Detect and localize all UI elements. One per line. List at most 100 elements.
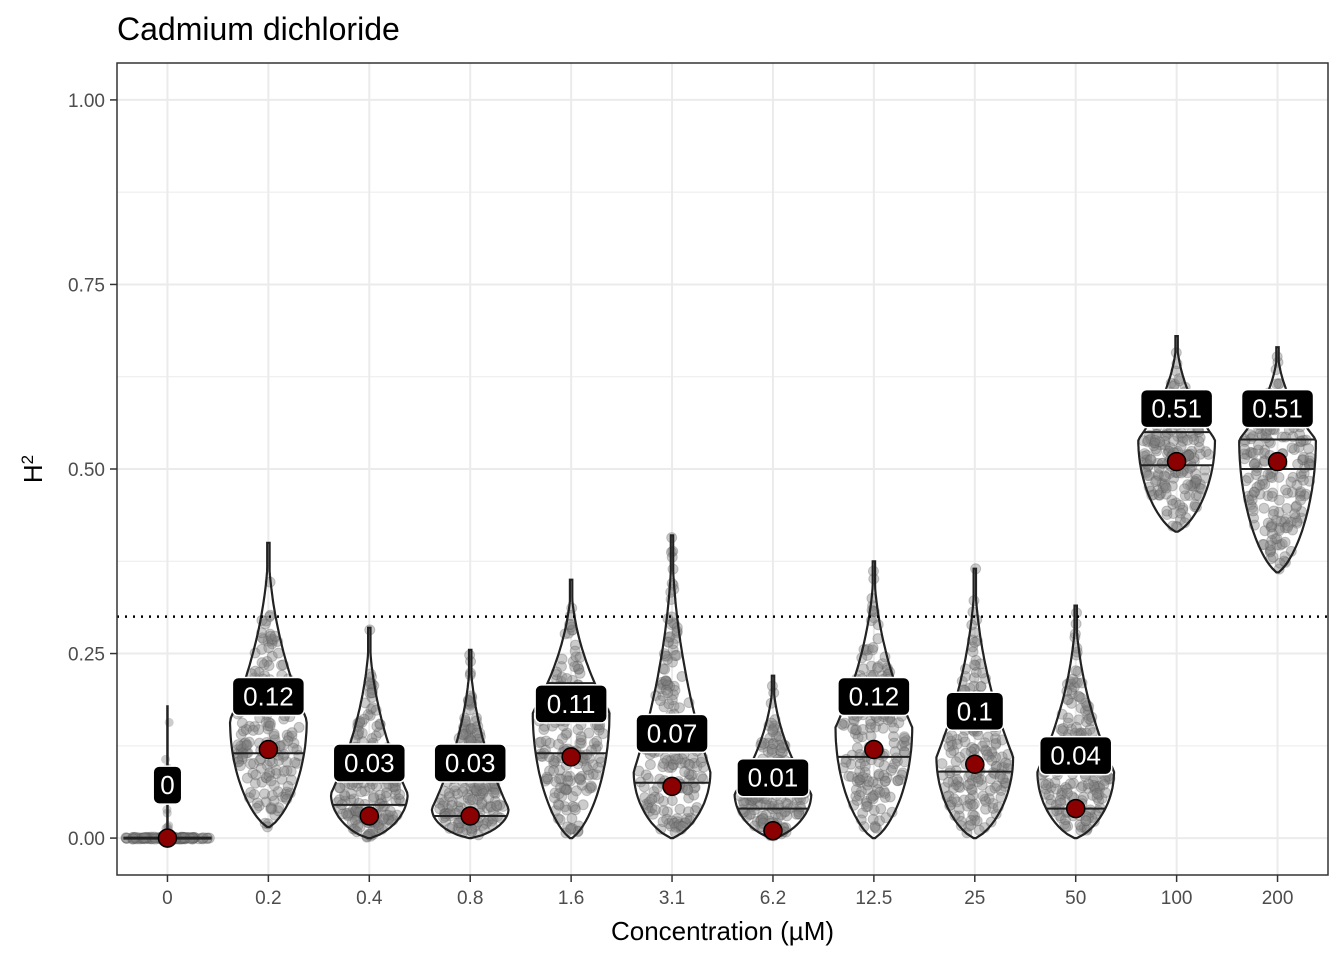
data-point (561, 673, 573, 685)
data-point (857, 724, 869, 736)
data-point (643, 796, 655, 808)
data-point (258, 659, 270, 671)
data-point (1247, 505, 1259, 517)
data-point (859, 766, 871, 778)
data-point (640, 769, 652, 781)
data-point (661, 755, 673, 767)
data-point (672, 820, 684, 832)
data-point (574, 737, 586, 749)
data-point (235, 744, 247, 756)
data-point (240, 740, 252, 752)
data-point (552, 738, 564, 750)
data-point (575, 774, 587, 786)
data-point (675, 757, 687, 769)
data-point (443, 787, 455, 799)
data-point (852, 732, 864, 744)
data-point (668, 817, 680, 829)
data-point (550, 776, 562, 788)
data-point (646, 793, 658, 805)
data-point (691, 761, 703, 773)
data-point (567, 655, 579, 667)
data-point (1160, 482, 1172, 494)
data-point (688, 789, 700, 801)
data-point (478, 783, 490, 795)
data-point (268, 795, 280, 807)
data-point (663, 698, 675, 710)
data-point (575, 734, 587, 746)
data-point (892, 775, 904, 787)
data-point (377, 820, 389, 832)
data-point (890, 752, 902, 764)
data-point (873, 768, 885, 780)
data-point (558, 782, 570, 794)
data-point (280, 788, 292, 800)
data-point (245, 758, 257, 770)
data-point (1098, 779, 1110, 791)
data-point (555, 782, 567, 794)
data-point (580, 761, 592, 773)
data-point (669, 684, 681, 696)
data-point (671, 813, 683, 825)
data-point (164, 717, 174, 727)
data-point (569, 801, 581, 813)
y-axis-title: H2 (18, 455, 49, 483)
data-point (884, 791, 896, 803)
data-point (289, 757, 301, 769)
data-point (852, 772, 864, 784)
data-point (265, 775, 277, 787)
data-point (483, 792, 495, 804)
data-point (858, 821, 870, 833)
data-point (860, 772, 872, 784)
data-point (661, 679, 673, 691)
data-point (573, 663, 585, 675)
data-point (681, 813, 693, 825)
data-point (236, 717, 248, 729)
data-point (248, 788, 260, 800)
data-point (243, 736, 255, 748)
data-point (772, 812, 784, 824)
data-point (465, 783, 477, 795)
data-point (451, 788, 463, 800)
data-point (561, 804, 573, 816)
data-point (661, 813, 673, 825)
data-point (342, 809, 354, 821)
data-point (853, 790, 865, 802)
data-point (663, 818, 675, 830)
data-point (878, 770, 890, 782)
data-point (548, 765, 560, 777)
data-point (665, 820, 677, 832)
data-point (1286, 442, 1298, 454)
data-point (669, 650, 681, 662)
data-point (1144, 454, 1156, 466)
data-point (467, 794, 479, 806)
data-point (767, 724, 779, 736)
data-point (872, 784, 884, 796)
data-point (899, 732, 911, 744)
median-point-0.2 (258, 739, 279, 760)
data-point (845, 758, 857, 770)
median-point-0 (157, 828, 178, 848)
data-point (264, 628, 276, 640)
data-point (446, 796, 458, 808)
data-point (452, 801, 464, 813)
data-point (661, 676, 673, 688)
median-point-12.5 (864, 739, 884, 760)
median-label-0.2: 0.12 (243, 682, 294, 712)
data-point (889, 746, 901, 758)
data-point (854, 774, 866, 786)
data-point (861, 779, 873, 791)
data-point (682, 806, 694, 818)
data-point (288, 737, 300, 749)
data-point (676, 753, 688, 765)
data-point (851, 794, 863, 806)
data-point (567, 801, 579, 813)
data-point (381, 787, 393, 799)
data-point (997, 773, 1009, 785)
data-point (491, 799, 503, 811)
data-point (241, 772, 253, 784)
data-point (489, 795, 501, 807)
data-point (559, 801, 571, 813)
data-point (259, 817, 271, 829)
data-point (766, 743, 778, 755)
